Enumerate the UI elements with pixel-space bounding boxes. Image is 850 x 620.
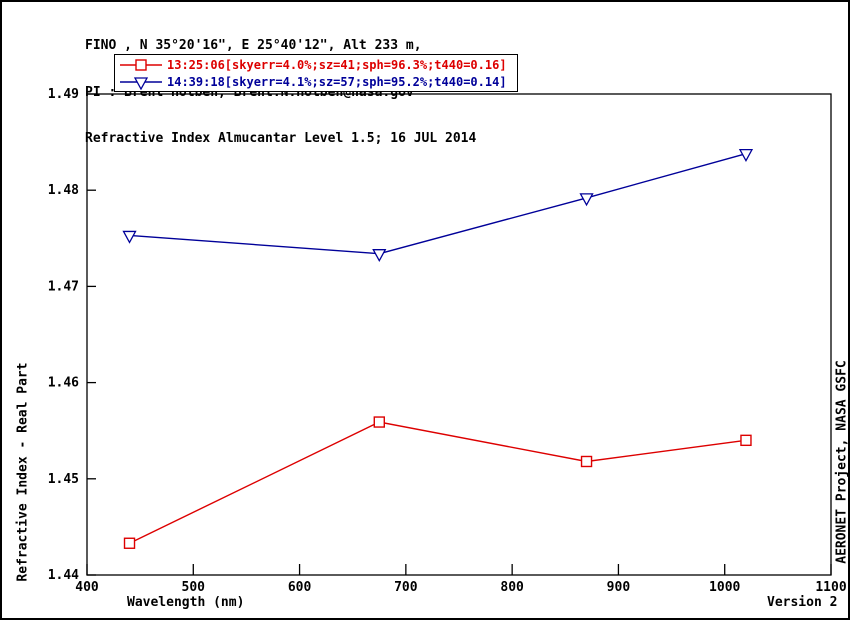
data-point-marker (738, 148, 754, 163)
y-axis-title: Refractive Index - Real Part (15, 362, 31, 582)
series-line (129, 152, 747, 255)
x-axis-title: Wavelength (nm) (127, 595, 245, 610)
y-axis-tick-label: 1.46 (48, 376, 79, 391)
legend-entry: 14:39:18[skyerr=4.1%;sz=57;sph=95.2%;t44… (115, 73, 507, 90)
data-point-marker (372, 249, 387, 263)
x-axis-tick-label: 600 (288, 580, 312, 595)
data-point-marker (580, 455, 593, 468)
data-point-marker (579, 193, 594, 207)
triangle-down-marker-icon (120, 76, 162, 90)
x-axis-tick-label: 1100 (815, 580, 846, 595)
legend-entry: 13:25:06[skyerr=4.0%;sz=41;sph=96.3%;t44… (115, 56, 507, 73)
data-point-marker (123, 537, 136, 549)
square-marker-icon (120, 58, 162, 71)
y-axis-tick-label: 1.49 (48, 87, 79, 102)
x-axis-tick-label: 500 (182, 580, 206, 595)
x-axis-tick-label: 400 (75, 580, 99, 595)
x-axis-tick-label: 900 (607, 580, 631, 595)
header-title-line: Refractive Index Almucantar Level 1.5; 1… (85, 131, 477, 146)
version-label: Version 2 (767, 595, 838, 610)
y-axis-tick-label: 1.48 (48, 183, 79, 198)
data-point-marker (135, 58, 147, 71)
aeronet-credit-label: AERONET Project, NASA GSFC (834, 360, 850, 564)
data-point-marker (133, 76, 149, 90)
x-axis-tick-label: 700 (394, 580, 418, 595)
data-point-marker (122, 230, 137, 244)
y-axis-tick-label: 1.47 (48, 279, 79, 294)
legend-label: 13:25:06[skyerr=4.0%;sz=41;sph=96.3%;t44… (167, 57, 507, 72)
y-axis-tick-label: 1.45 (48, 472, 79, 487)
x-axis-tick-label: 1000 (709, 580, 740, 595)
legend-box: 13:25:06[skyerr=4.0%;sz=41;sph=96.3%;t44… (114, 54, 518, 92)
x-axis-tick-label: 800 (500, 580, 524, 595)
data-point-marker (373, 416, 385, 428)
legend-label: 14:39:18[skyerr=4.1%;sz=57;sph=95.2%;t44… (167, 74, 507, 89)
plot-frame (86, 93, 832, 576)
series-line (129, 421, 747, 544)
data-point-marker (740, 434, 752, 447)
header-site-line: FINO , N 35°20'16", E 25°40'12", Alt 233… (85, 38, 422, 53)
y-axis-tick-label: 1.44 (48, 568, 79, 583)
